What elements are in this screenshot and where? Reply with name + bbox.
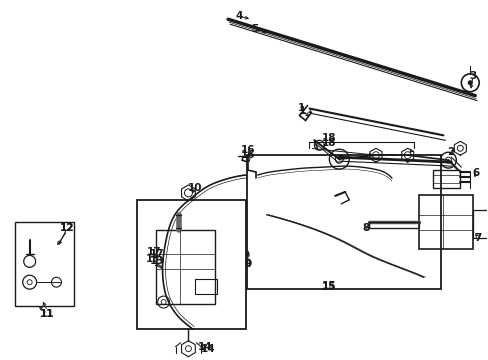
Text: 13: 13 <box>149 256 163 266</box>
Text: 12: 12 <box>60 222 75 233</box>
Text: 5: 5 <box>251 24 258 34</box>
Text: 16: 16 <box>240 150 255 160</box>
Circle shape <box>468 81 471 85</box>
Text: 11: 11 <box>40 309 55 319</box>
Text: 9: 9 <box>244 259 251 269</box>
Text: 9: 9 <box>244 259 251 269</box>
Text: 13: 13 <box>145 255 160 264</box>
Text: 8: 8 <box>362 222 369 233</box>
Text: 18: 18 <box>322 138 336 148</box>
Text: 14: 14 <box>198 342 212 352</box>
Bar <box>368 222 418 228</box>
Bar <box>432 170 459 188</box>
Text: 17: 17 <box>149 249 163 260</box>
Text: 6: 6 <box>471 168 479 178</box>
Bar <box>472 210 487 238</box>
Bar <box>418 195 472 249</box>
Bar <box>137 200 245 329</box>
Text: 11: 11 <box>40 309 55 319</box>
Text: 1: 1 <box>297 103 305 113</box>
Text: 4: 4 <box>235 11 242 21</box>
Text: 3: 3 <box>468 71 476 81</box>
Text: 14: 14 <box>201 344 215 354</box>
Text: 2: 2 <box>446 147 453 157</box>
Text: 7: 7 <box>473 233 481 243</box>
Text: 17: 17 <box>146 247 161 257</box>
Text: 18: 18 <box>322 133 336 143</box>
Bar <box>246 155 441 289</box>
Text: 15: 15 <box>322 281 336 291</box>
Text: 12: 12 <box>60 222 75 233</box>
Bar <box>15 222 74 306</box>
Text: 1: 1 <box>298 105 305 116</box>
Text: 15: 15 <box>322 282 336 292</box>
Text: 16: 16 <box>240 145 255 155</box>
Text: 10: 10 <box>188 183 202 193</box>
Bar <box>195 279 217 294</box>
Bar <box>155 230 215 304</box>
